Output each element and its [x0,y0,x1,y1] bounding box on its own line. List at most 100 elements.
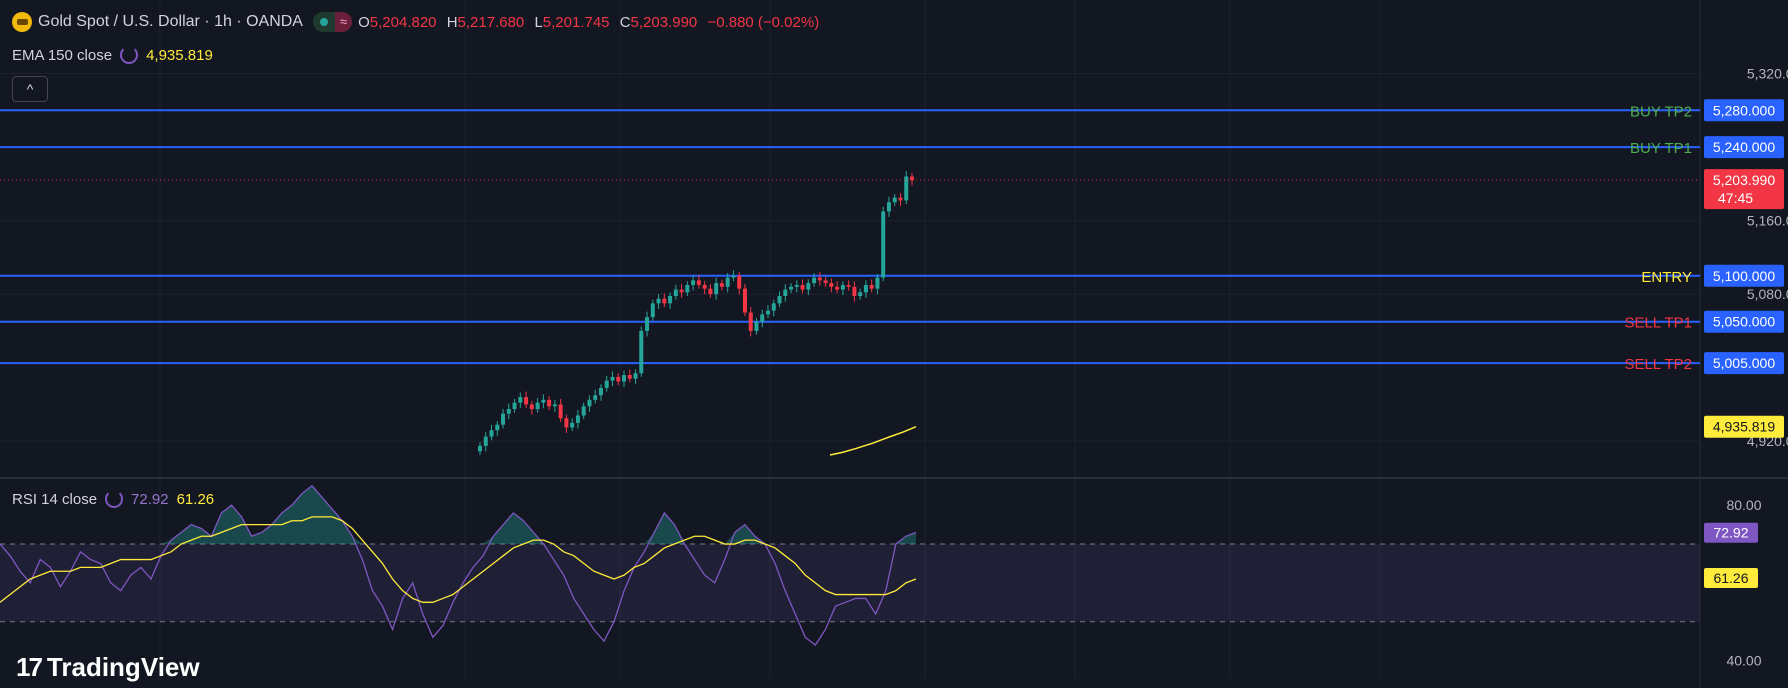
candle-body [604,380,609,388]
candle-body [696,280,701,285]
rsi-legend[interactable]: RSI 14 close 72.92 61.26 [12,490,214,508]
candle-body [645,317,650,331]
price-tick-label: 5,320.000 [1747,66,1788,82]
candle-body [501,413,506,425]
candle-body [673,289,678,296]
high-value: 5,217.680 [457,13,525,31]
candle-body [910,176,914,181]
rsi-overbought-fill [644,532,655,545]
candle-body [817,277,822,281]
collapse-legend-button[interactable]: ^ [12,76,48,102]
market-open-dot-icon [319,18,328,26]
rsi-ma-box [1704,567,1758,588]
candle-body [875,277,880,289]
level-name-label: BUY TP1 [1630,140,1692,157]
rsi-name: RSI 14 close [12,490,98,508]
candle-body [622,375,626,382]
open-value: 5,204.820 [369,13,437,31]
candle-body [524,397,529,405]
candle-body [737,275,742,289]
candle-body [627,375,632,379]
candle-body [708,288,713,295]
candle-body [564,418,569,428]
candle-body [639,330,644,374]
ema-name: EMA 150 close [12,46,113,64]
candle-body [662,298,667,304]
candle-body [719,283,724,287]
data-wave-icon: ≈ [334,12,353,32]
rsi-value: 72.92 [131,490,169,508]
candle-body [610,376,615,381]
candle-body [800,284,805,290]
rsi-overbought-fill [493,524,504,545]
symbol-title[interactable]: Gold Spot / U.S. Dollar · 1h · OANDA [38,13,303,30]
candle-body [616,376,621,382]
gold-symbol-icon [12,12,32,32]
level-name-label: SELL TP1 [1624,315,1692,332]
market-status-pill[interactable]: ≈ [312,12,353,32]
level-price-box [1704,264,1784,287]
candle-body [541,399,546,403]
countdown-label: 47:45 [1718,190,1753,206]
rsi-overbought-fill [503,512,514,545]
candle-body [506,409,511,414]
candle-body [863,284,868,293]
ema-price-box [1704,415,1784,438]
level-price-label: 5,240.000 [1713,139,1775,155]
candle-body [581,406,586,416]
change-value: −0.880 (−0.02%) [707,13,820,31]
candle-body [846,284,851,287]
price-tick-label: 5,080.000 [1747,286,1788,302]
rsi-ma-line [0,516,917,603]
candle-body [789,286,794,290]
rsi-overbought-fill [171,532,182,545]
candle-body [731,275,736,278]
candle-body [812,277,817,284]
candle-body [714,283,719,295]
rsi-overbought-fill [312,485,323,545]
candle-body [489,430,494,437]
ema-value: 4,935.819 [146,46,213,64]
candle-body [495,424,500,431]
candle-body [552,404,557,407]
candle-body [898,197,903,201]
rsi-tick-label: 40.00 [1726,653,1761,669]
indicator-cycle-icon[interactable] [120,46,139,64]
candle-body [760,314,765,322]
indicator-cycle-icon[interactable] [105,490,124,508]
tradingview-logo[interactable]: 17 TradingView [16,652,200,683]
candle-body [518,397,523,403]
candle-body [691,280,696,285]
level-name-label: BUY TP2 [1630,103,1692,120]
rsi-overbought-fill [301,485,313,545]
ema-legend[interactable]: EMA 150 close 4,935.819 [12,46,213,64]
candle-body [547,399,552,407]
rsi-ma-value: 61.26 [176,490,215,508]
level-name-label: ENTRY [1641,269,1692,286]
tradingview-mark-icon: 17 [16,652,43,682]
rsi-overbought-fill [241,516,252,545]
candle-body [633,373,638,379]
candle-body [823,280,828,284]
candle-body [858,292,863,296]
last-price-box [1704,169,1784,210]
rsi-ma-label: 61.26 [1713,570,1748,586]
last-price-label: 5,203.990 [1713,172,1775,188]
candle-body [748,312,753,331]
level-price-label: 5,280.000 [1713,102,1775,118]
rsi-overbought-fill [734,524,745,545]
candle-body [685,284,690,293]
candle-body [806,283,811,290]
level-price-label: 5,005.000 [1713,355,1775,371]
candle-body [529,404,534,410]
candle-body [478,445,482,452]
candle-body [483,436,488,446]
candle-body [794,284,799,287]
low-key: L [534,13,543,31]
rsi-overbought-fill [281,505,292,545]
candle-body [869,284,874,289]
candle-body [656,298,661,304]
level-price-box [1704,310,1784,333]
candle-body [835,286,840,290]
